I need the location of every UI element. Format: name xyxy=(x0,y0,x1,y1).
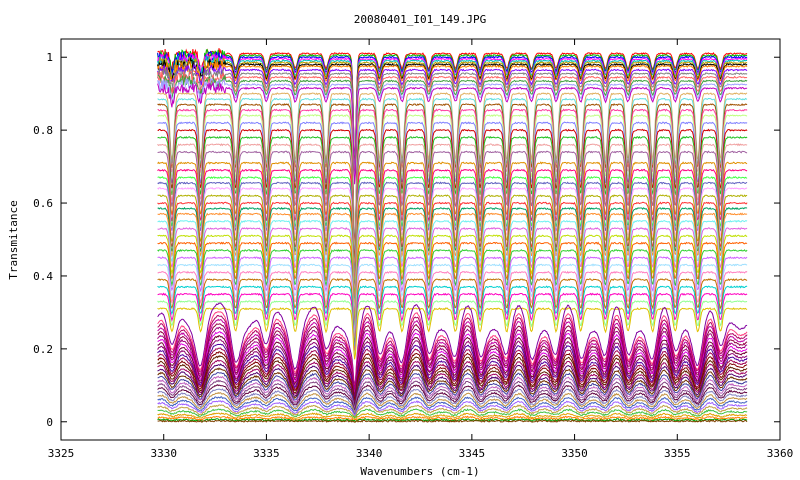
x-tick-label: 3360 xyxy=(767,447,794,460)
spectrum-line xyxy=(157,175,748,288)
spectrum-line xyxy=(157,70,748,178)
spectrum-line xyxy=(157,307,748,360)
x-tick-label: 3325 xyxy=(48,447,75,460)
spectrum-line xyxy=(157,419,748,423)
spectrum-line xyxy=(157,168,748,284)
spectrum-line xyxy=(157,343,748,399)
spectrum-line xyxy=(157,326,748,393)
y-axis: 0 0.2 0.4 0.6 0.8 1 xyxy=(33,51,780,429)
spectrum-line xyxy=(157,330,748,394)
spectrum-line xyxy=(157,408,748,419)
spectrum-line xyxy=(157,121,748,257)
spectrum-line xyxy=(157,263,748,336)
spectrum-line xyxy=(157,227,748,315)
spectrum-line xyxy=(157,311,748,389)
spectrum-line xyxy=(157,277,748,344)
y-axis-label: Transmitance xyxy=(7,200,20,279)
spectrum-line xyxy=(157,66,748,175)
spectrum-line xyxy=(157,48,748,161)
spectrum-line xyxy=(157,150,748,273)
plot-frame xyxy=(60,38,781,441)
spectrum-line xyxy=(157,318,748,390)
series-group xyxy=(157,48,748,423)
spectrum-line xyxy=(157,384,748,412)
spectrum-line xyxy=(157,181,748,291)
spectrum-line xyxy=(157,135,748,266)
spectrum-line xyxy=(157,128,748,262)
spectrum-line xyxy=(157,59,748,170)
y-tick-label: 0 xyxy=(46,416,53,429)
x-tick-label: 3345 xyxy=(459,447,486,460)
spectrum-line xyxy=(157,379,748,412)
spectrum-line xyxy=(157,375,748,409)
spectrum-line xyxy=(157,81,748,185)
y-tick-label: 1 xyxy=(46,51,53,64)
spectrum-line xyxy=(157,241,748,324)
x-tick-label: 3330 xyxy=(150,447,177,460)
x-tick-label: 3350 xyxy=(561,447,588,460)
spectrum-line xyxy=(157,412,748,421)
chart-title: 20080401_I01_149.JPG xyxy=(354,13,486,26)
y-tick-label: 0.4 xyxy=(33,270,53,283)
spectrum-line xyxy=(157,400,748,418)
spectrum-line xyxy=(157,299,748,357)
spectrum-line xyxy=(157,363,748,406)
spectrum-line xyxy=(157,206,748,305)
spectrum-line xyxy=(157,113,748,253)
spectrum-line xyxy=(157,56,748,168)
spectrum-line xyxy=(157,388,748,412)
spectrum-line xyxy=(157,415,748,422)
spectrum-line xyxy=(157,372,748,409)
spectrum-line xyxy=(157,367,748,407)
spectrum-line xyxy=(157,212,748,307)
y-tick-label: 0.6 xyxy=(33,197,53,210)
spectrum-line xyxy=(157,285,748,348)
spectrum-line xyxy=(157,161,748,279)
spectrum-line xyxy=(157,234,748,320)
spectrum-line xyxy=(157,359,748,405)
spectrum-line xyxy=(157,355,748,402)
spectrum-line xyxy=(157,404,748,418)
x-tick-label: 3340 xyxy=(356,447,383,460)
spectrum-line xyxy=(157,63,748,172)
spectrum-line xyxy=(157,392,748,415)
spectrum-line xyxy=(157,270,748,340)
x-tick-label: 3335 xyxy=(253,447,280,460)
spectrum-line xyxy=(157,248,748,327)
spectrum-line xyxy=(157,49,748,162)
spectrum-line xyxy=(157,143,748,269)
spectrum-line xyxy=(157,396,748,415)
spectrum-line xyxy=(157,323,748,392)
spectrum-line xyxy=(157,292,748,352)
spectrum-line xyxy=(157,351,748,401)
spectrum-line xyxy=(157,302,748,386)
y-tick-label: 0.8 xyxy=(33,124,53,137)
x-axis-label: Wavenumbers (cm-1) xyxy=(360,465,479,478)
y-tick-label: 0.2 xyxy=(33,343,53,356)
x-tick-label: 3355 xyxy=(664,447,691,460)
spectrum-line xyxy=(157,194,748,298)
spectrum-line xyxy=(157,334,748,396)
spectrum-line xyxy=(157,77,748,182)
spectrum-line xyxy=(157,186,748,293)
spectrum-line xyxy=(157,256,748,332)
spectrum-line xyxy=(157,73,748,180)
spectrum-line xyxy=(157,201,748,302)
spectrum-line xyxy=(157,55,748,166)
x-axis: 3325 3330 3335 3340 3345 3350 3355 3360 xyxy=(48,39,794,460)
spectrum-line xyxy=(157,339,748,397)
spectrum-line xyxy=(157,219,748,311)
spectrum-line xyxy=(157,347,748,400)
